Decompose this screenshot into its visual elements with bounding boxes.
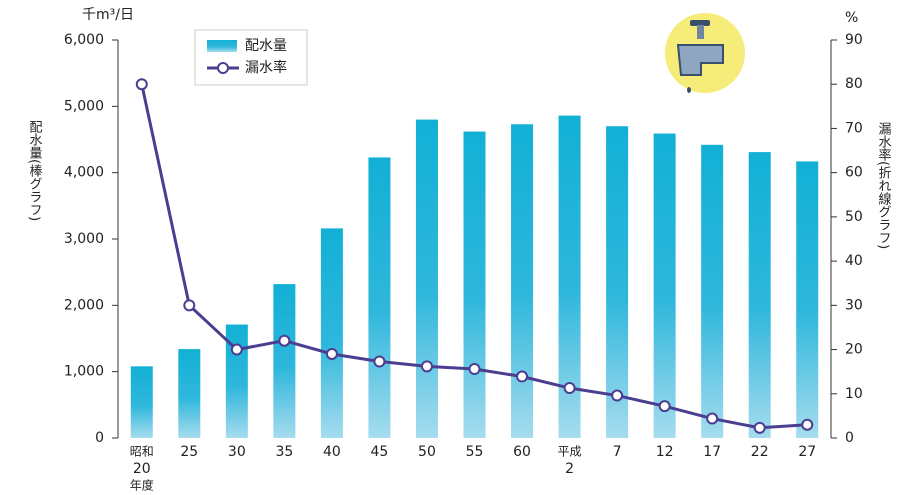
line-marker	[801, 418, 814, 431]
bar	[701, 144, 724, 438]
legend: 配水量 漏水率	[194, 29, 308, 86]
line-marker	[753, 421, 766, 434]
y2-unit: %	[845, 10, 858, 26]
bar	[511, 124, 534, 438]
legend-label: 配水量	[245, 38, 287, 54]
line-marker	[420, 360, 433, 373]
bar	[653, 133, 676, 438]
bar	[606, 126, 629, 438]
legend-box	[194, 29, 308, 86]
x-tick-label: 年度	[130, 478, 154, 493]
y-axis-title: 配水量(棒グラフ)	[27, 120, 43, 221]
x-tick-label: 昭和	[130, 445, 154, 459]
line-marker	[563, 382, 576, 395]
x-tick-label: 22	[751, 444, 769, 460]
x-tick-label: 27	[798, 444, 816, 460]
line-marker	[706, 412, 719, 425]
line-marker	[230, 343, 243, 356]
x-tick-label: 20	[133, 461, 151, 477]
line-marker	[278, 334, 291, 347]
y2-tick-label: 70	[845, 120, 863, 136]
faucet-icon	[665, 13, 745, 93]
y-tick-label: 4,000	[64, 165, 104, 181]
bar	[320, 228, 343, 438]
y2-tick-label: 0	[845, 430, 854, 446]
x-tick-label: 2	[565, 461, 574, 477]
x-tick-label: 35	[275, 444, 293, 460]
line-marker	[468, 363, 481, 376]
line-marker	[611, 389, 624, 402]
line-marker	[325, 347, 338, 360]
bar	[796, 161, 819, 438]
bar	[558, 115, 581, 439]
y2-tick-label: 20	[845, 342, 863, 358]
bar	[748, 152, 771, 438]
y-tick-label: 2,000	[64, 297, 104, 313]
x-tick-label: 55	[466, 444, 484, 460]
y-tick-label: 0	[95, 430, 104, 446]
y-tick-label: 5,000	[64, 98, 104, 114]
y2-axis-title: 漏水率(折れ線グラフ)	[876, 121, 892, 249]
y2-tick-label: 90	[845, 32, 863, 48]
y-unit: 千m³/日	[82, 7, 134, 23]
y2-tick-label: 40	[845, 253, 863, 269]
y2-tick-label: 50	[845, 209, 863, 225]
y2-tick-label: 60	[845, 165, 863, 181]
x-tick-label: 平成	[558, 445, 582, 459]
y-tick-label: 3,000	[64, 231, 104, 247]
bar	[368, 157, 391, 438]
x-tick-label: 50	[418, 444, 436, 460]
bar	[273, 284, 296, 438]
bar	[130, 366, 153, 438]
x-tick-label: 60	[513, 444, 531, 460]
x-tick-label: 30	[228, 444, 246, 460]
bar	[415, 119, 438, 438]
x-tick-label: 25	[180, 444, 198, 460]
line-marker	[658, 400, 671, 413]
line-marker	[516, 370, 529, 383]
line-marker	[135, 78, 148, 91]
bar	[178, 349, 201, 438]
legend-bar-swatch	[207, 40, 237, 52]
y-tick-label: 6,000	[64, 32, 104, 48]
x-tick-label: 7	[613, 444, 622, 460]
x-tick-label: 12	[656, 444, 674, 460]
bar	[225, 324, 248, 438]
line-marker	[373, 355, 386, 368]
x-tick-label: 17	[703, 444, 721, 460]
y2-tick-label: 10	[845, 386, 863, 402]
y-tick-label: 1,000	[64, 364, 104, 380]
x-tick-label: 45	[371, 444, 389, 460]
legend-marker	[217, 62, 229, 74]
x-tick-label: 40	[323, 444, 341, 460]
y2-tick-label: 30	[845, 297, 863, 313]
legend-label: 漏水率	[245, 59, 287, 76]
bar	[463, 131, 486, 439]
line-marker	[183, 299, 196, 312]
y2-tick-label: 80	[845, 76, 863, 92]
